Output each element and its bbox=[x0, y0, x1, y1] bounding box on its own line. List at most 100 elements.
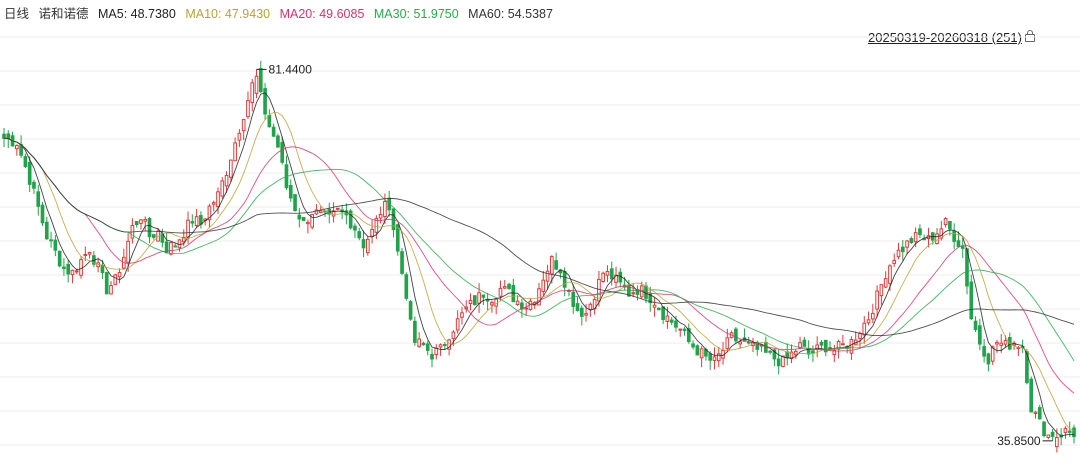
candle-down bbox=[481, 294, 486, 298]
period-label: 日线 bbox=[4, 7, 30, 21]
candle-down bbox=[408, 301, 413, 320]
candle-up bbox=[87, 251, 92, 255]
candle-up bbox=[229, 159, 233, 178]
candle-up bbox=[207, 205, 212, 221]
candle-down bbox=[674, 320, 678, 328]
candle-up bbox=[652, 304, 657, 308]
candle-up bbox=[451, 331, 456, 339]
candle-down bbox=[151, 234, 156, 238]
candle-up bbox=[314, 209, 319, 215]
candle-up bbox=[584, 313, 588, 316]
candle-down bbox=[49, 239, 53, 242]
ma10-line bbox=[3, 111, 1075, 432]
candle-up bbox=[550, 256, 554, 275]
candle-up bbox=[186, 219, 190, 238]
candle-up bbox=[841, 343, 845, 346]
candle-down bbox=[2, 133, 6, 139]
candle-down bbox=[190, 221, 195, 224]
candle-up bbox=[383, 200, 387, 218]
candle-down bbox=[288, 185, 293, 199]
candle-down bbox=[263, 88, 267, 115]
candle-up bbox=[374, 218, 379, 233]
candle-up bbox=[477, 292, 481, 304]
candle-up bbox=[455, 318, 460, 331]
ma5-line bbox=[3, 92, 1074, 437]
candle-down bbox=[768, 350, 772, 353]
candle-down bbox=[776, 358, 781, 367]
ma10-label: MA10: 47.9430 bbox=[185, 7, 271, 21]
candle-up bbox=[892, 259, 897, 264]
candle-up bbox=[883, 278, 888, 288]
candle-down bbox=[669, 319, 674, 323]
candle-down bbox=[909, 238, 914, 244]
candle-down bbox=[657, 307, 661, 311]
candle-up bbox=[438, 344, 443, 348]
ma30-label: MA30: 51.9750 bbox=[373, 7, 459, 21]
candle-down bbox=[661, 306, 665, 320]
candle-up bbox=[631, 292, 635, 295]
candle-up bbox=[434, 347, 439, 356]
candle-down bbox=[948, 220, 952, 230]
candle-up bbox=[378, 214, 383, 219]
candle-down bbox=[695, 345, 700, 356]
max-price-label: 81.4400 bbox=[269, 62, 313, 76]
candle-down bbox=[811, 350, 815, 354]
candle-up bbox=[241, 119, 246, 132]
candle-up bbox=[862, 322, 867, 336]
candle-up bbox=[597, 278, 601, 302]
candle-up bbox=[468, 299, 473, 305]
candle-down bbox=[1067, 430, 1072, 433]
candle-down bbox=[32, 181, 36, 189]
candle-down bbox=[53, 239, 58, 251]
candle-down bbox=[400, 251, 404, 274]
candle-down bbox=[395, 224, 400, 252]
candle-up bbox=[871, 312, 875, 320]
candle-up bbox=[490, 301, 494, 306]
candle-up bbox=[943, 218, 948, 226]
stock-name: 诺和诺德 bbox=[38, 7, 89, 21]
candle-down bbox=[952, 230, 956, 242]
candle-down bbox=[413, 320, 417, 343]
candle-down bbox=[147, 217, 152, 238]
candle-up bbox=[858, 333, 862, 339]
moving-average-lines bbox=[3, 92, 1075, 437]
candle-down bbox=[36, 191, 41, 207]
candle-up bbox=[793, 350, 798, 356]
candle-up bbox=[999, 342, 1004, 346]
candle-down bbox=[755, 341, 760, 350]
candle-up bbox=[588, 303, 593, 310]
candle-up bbox=[896, 249, 901, 258]
candle-up bbox=[699, 348, 704, 359]
candle-down bbox=[686, 328, 691, 342]
candle-up bbox=[246, 100, 250, 118]
ma20-label: MA20: 49.6085 bbox=[279, 7, 365, 21]
candle-down bbox=[66, 263, 71, 275]
candle-down bbox=[1029, 378, 1034, 413]
candle-down bbox=[361, 239, 366, 249]
lock-icon bbox=[1024, 30, 1035, 42]
candle-down bbox=[353, 225, 357, 231]
candle-up bbox=[109, 285, 113, 295]
candle-down bbox=[960, 246, 965, 249]
candle-down bbox=[982, 346, 986, 357]
candle-up bbox=[498, 287, 503, 297]
candle-down bbox=[1025, 351, 1029, 384]
candles bbox=[2, 60, 1076, 453]
candle-down bbox=[1037, 407, 1042, 420]
candle-down bbox=[280, 141, 285, 163]
candle-down bbox=[900, 246, 905, 253]
candle-down bbox=[1042, 421, 1046, 437]
candle-up bbox=[545, 270, 550, 282]
chart-legend: 日线 诺和诺德 MA5: 48.7380 MA10: 47.9430 MA20:… bbox=[4, 3, 559, 22]
candle-up bbox=[126, 240, 130, 263]
candle-up bbox=[237, 132, 242, 141]
candle-down bbox=[425, 343, 430, 351]
candle-up bbox=[995, 341, 999, 345]
candle-up bbox=[1046, 434, 1051, 438]
candle-up bbox=[233, 142, 237, 162]
candle-up bbox=[935, 233, 939, 244]
candle-down bbox=[404, 274, 409, 299]
candle-up bbox=[254, 75, 259, 94]
candle-up bbox=[605, 271, 610, 276]
candle-down bbox=[104, 272, 109, 295]
